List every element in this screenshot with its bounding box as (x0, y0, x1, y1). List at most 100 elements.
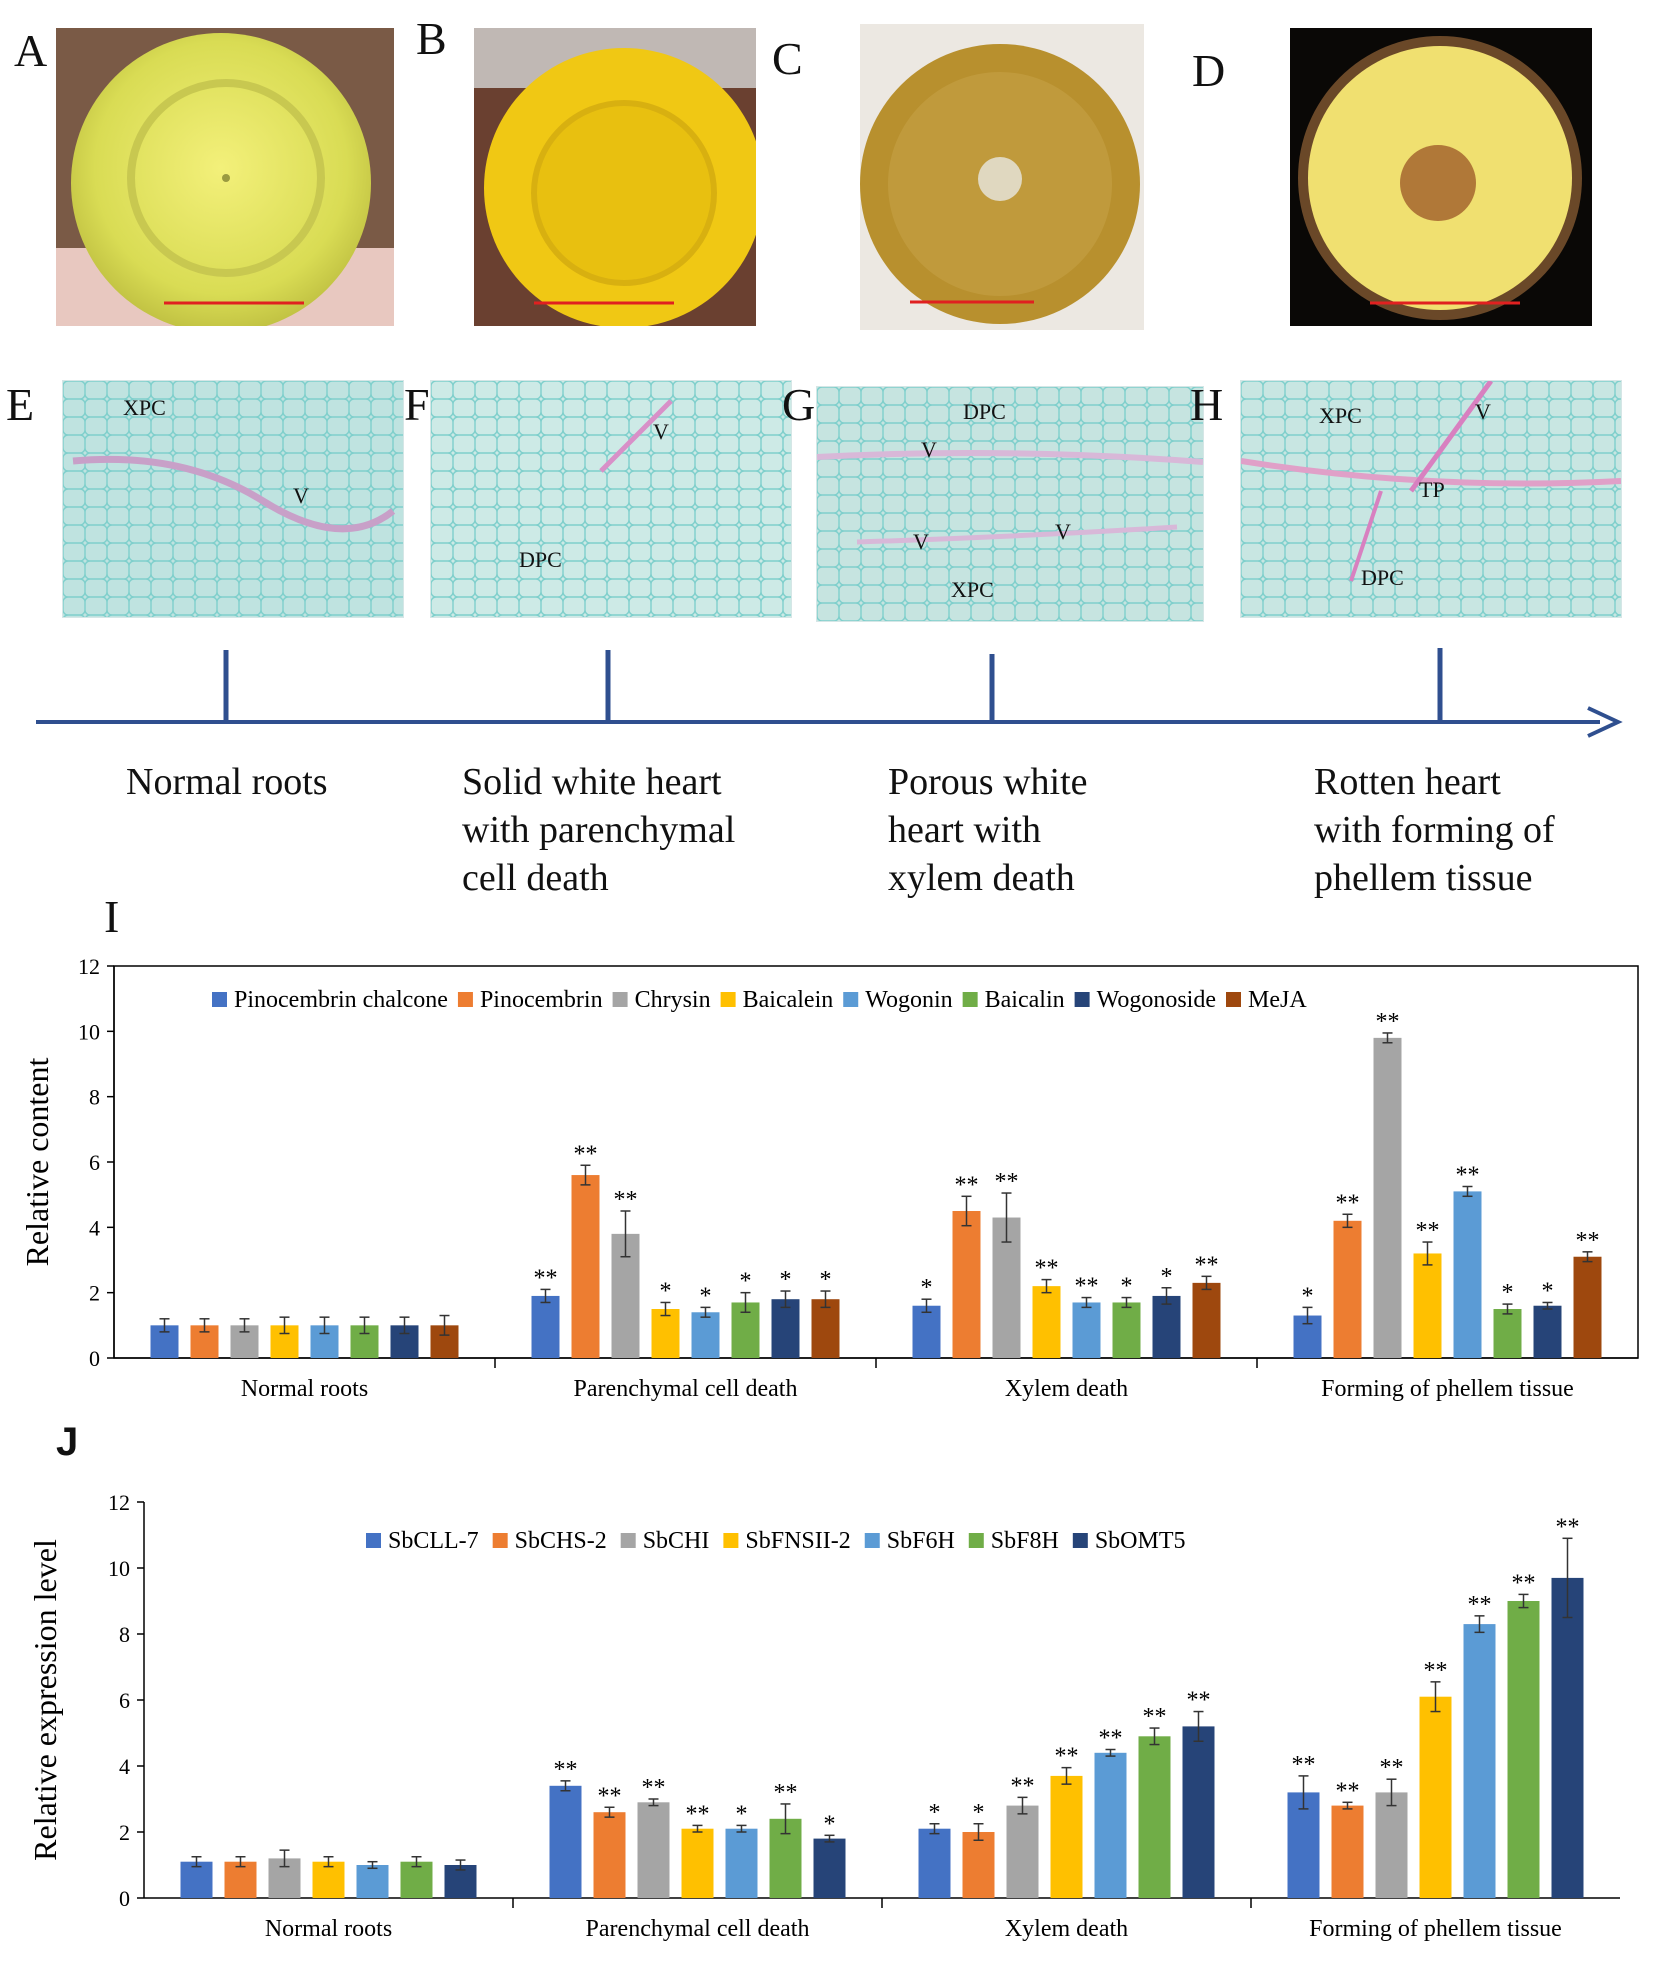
chart-j-legend-swatch-sbchi (620, 1533, 636, 1548)
chart-i-sig-wogonoside-forming-of-phellem-tissue: * (1542, 1278, 1554, 1304)
chart-j-sig-sbchi-parenchymal-cell-death: ** (642, 1775, 666, 1801)
chart-i-frame (113, 965, 1639, 1359)
chart-j-bar-sbfnsii-2-normal-roots (312, 1861, 345, 1898)
chart-j-sig-sbf6h-forming-of-phellem-tissue: ** (1468, 1592, 1492, 1618)
chart-i-y-tick-label-2: 2 (89, 1281, 100, 1306)
chart-j-bar-sbf6h-parenchymal-cell-death (725, 1828, 758, 1898)
rotten-heart-cross-section (1290, 28, 1592, 326)
chart-i-y-tick-label-0: 0 (89, 1346, 100, 1371)
chart-j-bar-sbf8h-normal-roots (400, 1861, 433, 1898)
chart-i-sig-chrysin-xylem-death: ** (995, 1169, 1019, 1195)
chart-j-bar-sbf6h-forming-of-phellem-tissue (1463, 1624, 1496, 1898)
chart-j-bar-sbcll-7-forming-of-phellem-tissue (1287, 1792, 1320, 1898)
porous-white-heart-cross-section (860, 24, 1144, 330)
panel-letter-b: B (416, 13, 447, 64)
chart-j-y-tick-label-4: 4 (119, 1754, 130, 1779)
chart-j-x-tick-label-xylem-death: Xylem death (1005, 1916, 1128, 1942)
micro-h-label-dpc: DPC (1361, 565, 1404, 590)
chart-i-bar-pinocembrin-chalcone-parenchymal-cell-death (531, 1295, 560, 1358)
chart-i-legend-label-pinocembrin: Pinocembrin (480, 987, 603, 1013)
photo-porous-white-heart (860, 24, 1144, 330)
chart-i-sig-pinocembrin-chalcone-forming-of-phellem-tissue: * (1302, 1283, 1314, 1309)
micro-f-label-v: V (653, 419, 669, 444)
chart-j-sig-sbomt5-parenchymal-cell-death: * (824, 1811, 836, 1837)
chart-j-bar-sbchs-2-forming-of-phellem-tissue (1331, 1805, 1364, 1898)
chart-i-sig-pinocembrin-xylem-death: ** (955, 1172, 979, 1198)
chart-j-legend-swatch-sbomt5 (1072, 1533, 1088, 1548)
stage-label-solid-white-heart: Solid white heart with parenchymal cell … (462, 761, 736, 899)
chart-j-sig-sbf6h-xylem-death: ** (1099, 1726, 1123, 1752)
chart-j-sig-sbfnsii-2-forming-of-phellem-tissue: ** (1424, 1658, 1448, 1684)
chart-j-legend-swatch-sbfnsii-2 (723, 1533, 739, 1548)
chart-j-sig-sbchs-2-xylem-death: * (973, 1800, 985, 1826)
chart-i-legend-label-pinocembrin-chalcone: Pinocembrin chalcone (234, 987, 448, 1013)
chart-i-bar-pinocembrin-chalcone-xylem-death (912, 1305, 941, 1358)
chart-i-x-tick-label-xylem-death: Xylem death (1005, 1376, 1128, 1402)
micro-g-label-xpc: XPC (951, 577, 994, 602)
chart-i-sig-baicalein-parenchymal-cell-death: * (660, 1278, 672, 1304)
chart-i-legend-swatch-baicalein (720, 992, 736, 1007)
chart-i-x-tick-label-parenchymal-cell-death: Parenchymal cell death (574, 1376, 798, 1402)
chart-j-bar-sbomt5-parenchymal-cell-death (813, 1838, 846, 1898)
chart-i-bar-wogonin-forming-of-phellem-tissue (1453, 1191, 1482, 1358)
chart-j-legend-label-sbf8h: SbF8H (991, 1528, 1059, 1554)
chart-j-sig-sbf6h-parenchymal-cell-death: * (736, 1801, 748, 1827)
chart-j-sig-sbomt5-forming-of-phellem-tissue: ** (1556, 1514, 1580, 1540)
chart-i-sig-wogonoside-parenchymal-cell-death: * (780, 1267, 792, 1293)
chart-j-legend-swatch-sbcll-7 (366, 1533, 381, 1548)
chart-j-y-tick-label-6: 6 (119, 1688, 130, 1713)
chart-j-bar-sbcll-7-xylem-death (918, 1828, 951, 1898)
chart-i-sig-pinocembrin-chalcone-xylem-death: * (921, 1275, 933, 1301)
timeline (36, 648, 1623, 738)
chart-i-bar-meja-forming-of-phellem-tissue (1573, 1256, 1602, 1358)
chart-i-bar-baicalein-xylem-death (1032, 1286, 1061, 1358)
micrograph-h: XPC V TP DPC (1240, 380, 1622, 618)
micro-g-label-v1: V (921, 437, 937, 462)
micro-h-label-v: V (1475, 399, 1491, 424)
chart-j-x-tick-label-forming-of-phellem-tissue: Forming of phellem tissue (1309, 1916, 1562, 1942)
chart-i-sig-meja-forming-of-phellem-tissue: ** (1576, 1228, 1600, 1254)
chart-j-bar-sbf6h-normal-roots (356, 1865, 389, 1898)
chart-i-legend-swatch-wogonin (843, 992, 859, 1007)
panel-letter-i: I (104, 891, 120, 942)
chart-i-legend-swatch-wogonoside (1074, 992, 1090, 1007)
chart-i-y-tick-label-12: 12 (78, 954, 100, 979)
micro-e-label-v: V (293, 483, 309, 508)
photo-solid-white-heart (474, 28, 756, 326)
chart-i-sig-chrysin-parenchymal-cell-death: ** (614, 1187, 638, 1213)
chart-i-legend-label-baicalein: Baicalein (743, 987, 834, 1013)
chart-i-sig-meja-xylem-death: ** (1195, 1252, 1219, 1278)
chart-j-x-tick-label-normal-roots: Normal roots (265, 1916, 392, 1942)
chart-i-bar-baicalein-forming-of-phellem-tissue (1413, 1253, 1442, 1358)
micrograph-f-tissue (431, 381, 791, 617)
chart-i-legend-swatch-pinocembrin-chalcone (212, 992, 227, 1007)
chart-j-x-tick-label-parenchymal-cell-death: Parenchymal cell death (586, 1916, 810, 1942)
chart-j-bar-sbfnsii-2-parenchymal-cell-death (681, 1828, 714, 1898)
chart-j-sig-sbf8h-forming-of-phellem-tissue: ** (1512, 1570, 1536, 1596)
photo-rotten-heart (1290, 28, 1592, 326)
micro-h-label-tp: TP (1419, 477, 1445, 502)
panel-letter-h: H (1190, 379, 1224, 430)
chart-i-legend-swatch-meja (1226, 992, 1241, 1007)
chart-i-sig-baicalin-forming-of-phellem-tissue: * (1502, 1280, 1514, 1306)
chart-j-y-tick-label-10: 10 (108, 1556, 130, 1581)
panel-letter-d: D (1192, 45, 1226, 96)
chart-i-legend-swatch-chrysin (612, 992, 628, 1007)
chart-j-y-tick-label-0: 0 (119, 1886, 130, 1911)
chart-i-legend-swatch-pinocembrin (457, 992, 473, 1007)
photo-normal-root (56, 28, 394, 326)
micrograph-f: V DPC (430, 380, 792, 618)
chart-j-legend-label-sbf6h: SbF6H (887, 1528, 955, 1554)
solid-white-heart-cross-section (474, 28, 756, 326)
chart-j-bar-sbfnsii-2-xylem-death (1050, 1775, 1083, 1898)
chart-i-bar-wogonin-parenchymal-cell-death (691, 1312, 720, 1358)
chart-j-y-axis-label: Relative expression level (27, 1539, 63, 1861)
panel-letter-j: J (56, 1420, 79, 1464)
chart-j: 0 2 4 6 8 10 12 Relative expression level Normal… (27, 1490, 1620, 1942)
chart-i-x-tick-label-forming-of-phellem-tissue: Forming of phellem tissue (1321, 1376, 1574, 1402)
chart-i-bar-pinocembrin-parenchymal-cell-death (571, 1175, 600, 1358)
chart-j-sig-sbchi-xylem-death: ** (1011, 1773, 1035, 1799)
chart-i-sig-wogonin-forming-of-phellem-tissue: ** (1456, 1163, 1480, 1189)
chart-i-sig-baicalein-xylem-death: ** (1035, 1256, 1059, 1282)
chart-i-bar-meja-parenchymal-cell-death (811, 1299, 840, 1358)
